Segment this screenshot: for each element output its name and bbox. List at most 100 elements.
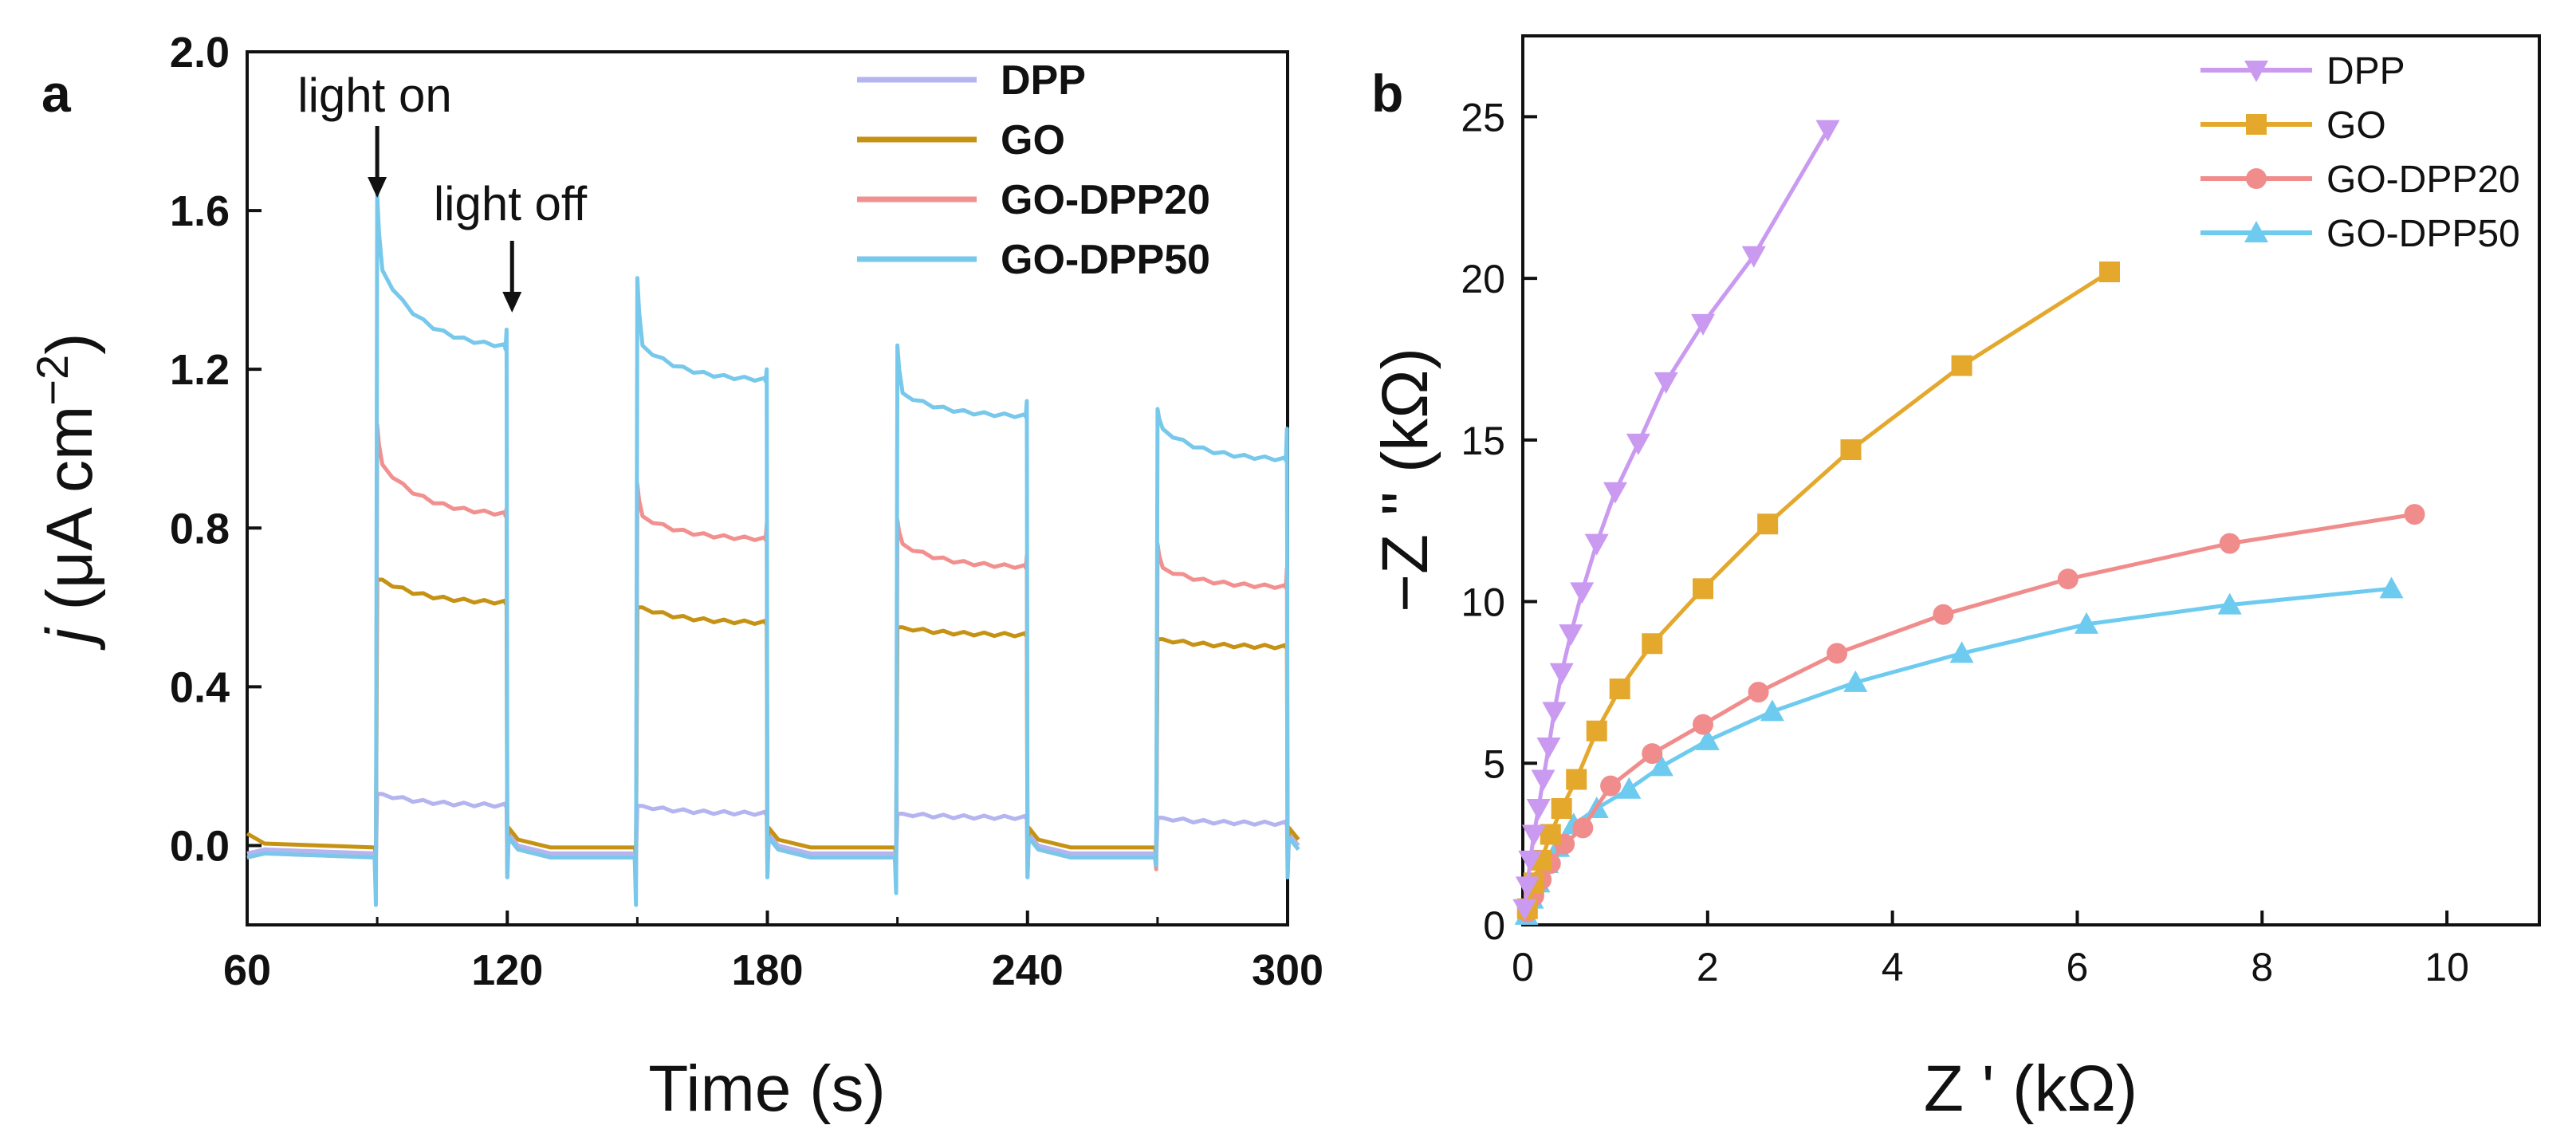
a-y-tick-label: 0.8 <box>170 505 230 553</box>
b-y-tick-label: 20 <box>1461 257 1505 301</box>
b-data-point-go-dpp20 <box>1933 604 1954 625</box>
b-data-point-go-dpp50 <box>2075 612 2099 634</box>
b-x-tick-label: 6 <box>2067 945 2089 989</box>
a-x-tick-label: 180 <box>731 946 803 994</box>
panel-b-y-axis-title: −Z '' (kΩ) <box>1369 348 1441 612</box>
panel-a-label: a <box>41 64 72 123</box>
b-x-tick-label: 2 <box>1697 945 1719 989</box>
panel-b-y-ticks: 0 5 10 15 20 25 <box>1461 95 1537 948</box>
b-y-tick-label: 10 <box>1461 580 1505 625</box>
b-series-go-dpp20 <box>1516 504 2425 922</box>
b-data-point-go <box>1951 355 1972 376</box>
a-series-line-go-dpp20 <box>246 423 1300 895</box>
panel-a-annotations: light on light off <box>297 69 588 313</box>
b-data-point-go <box>1757 513 1779 535</box>
b-legend-label-dpp: DPP <box>2326 50 2405 92</box>
b-data-point-dpp <box>1626 433 1650 455</box>
light-on-label: light on <box>297 69 451 122</box>
b-y-tick-label: 25 <box>1461 95 1505 140</box>
a-series-line-go-dpp50 <box>246 192 1300 907</box>
b-data-point-go <box>1566 769 1587 790</box>
b-data-point-dpp <box>1531 769 1555 792</box>
b-data-point-go-dpp50 <box>1649 754 1673 777</box>
b-data-point-go-dpp50 <box>1760 699 1784 722</box>
b-data-point-dpp <box>1559 624 1583 647</box>
b-data-point-go-dpp20 <box>2219 533 2240 554</box>
a-y-tick-label: 0.0 <box>170 822 230 870</box>
b-legend-marker-go <box>2246 114 2267 135</box>
b-data-point-dpp <box>1536 738 1561 759</box>
b-data-point-dpp <box>1521 824 1546 847</box>
b-data-point-go-dpp20 <box>1748 682 1769 703</box>
b-data-point-dpp <box>1654 372 1678 394</box>
panel-a-x-ticks: 60 120 180 240 300 <box>223 911 1323 994</box>
b-data-point-go <box>1642 633 1663 655</box>
panel-b: b 0 5 10 15 20 25 0 2 4 6 8 10 DPP GO GO-DPP20 GO-DPP… <box>1369 34 2541 1125</box>
b-data-point-dpp <box>1741 246 1766 268</box>
panel-a-x-axis-title: Time (s) <box>648 1052 886 1125</box>
light-on-arrow-icon <box>368 177 387 198</box>
panel-b-x-axis-title: Z ' (kΩ) <box>1924 1052 2137 1125</box>
b-data-point-dpp <box>1515 876 1540 899</box>
b-data-point-go-dpp20 <box>2057 568 2078 590</box>
b-data-point-go <box>1609 679 1630 700</box>
b-x-tick-label: 0 <box>1512 945 1534 989</box>
a-series-line-dpp <box>246 792 1300 875</box>
b-legend-label-go: GO <box>2326 104 2386 147</box>
b-y-tick-label: 0 <box>1483 903 1505 948</box>
panel-a-y-axis-title: j (μA cm−2) <box>27 333 106 651</box>
b-legend-marker-go-dpp20 <box>2246 168 2267 189</box>
panel-a-series <box>246 192 1300 907</box>
b-data-point-dpp <box>1815 120 1840 142</box>
b-data-point-go-dpp50 <box>1695 728 1720 750</box>
b-legend-label-go-dpp20: GO-DPP20 <box>2326 159 2520 201</box>
b-x-tick-label: 8 <box>2251 945 2273 989</box>
b-data-point-go-dpp50 <box>1617 777 1642 799</box>
b-y-tick-label: 15 <box>1461 419 1505 463</box>
b-data-point-go-dpp20 <box>1600 775 1622 797</box>
b-data-point-go <box>1551 798 1572 820</box>
b-data-point-dpp <box>1526 799 1551 821</box>
b-series-dpp <box>1512 120 1840 921</box>
light-off-arrow-icon <box>502 292 522 313</box>
b-data-point-go-dpp50 <box>1949 641 1974 663</box>
b-data-point-dpp <box>1603 482 1627 504</box>
b-data-point-go-dpp20 <box>2404 504 2425 525</box>
light-off-label: light off <box>434 177 588 230</box>
b-data-point-dpp <box>1691 313 1716 336</box>
panel-a-y-axis-symbol: j <box>33 626 106 651</box>
panel-b-label: b <box>1371 64 1403 123</box>
b-data-point-go-dpp50 <box>2379 576 2404 599</box>
a-y-tick-label: 2.0 <box>170 29 230 77</box>
b-data-point-go-dpp50 <box>1843 670 1868 692</box>
b-data-point-dpp <box>1570 582 1595 604</box>
b-data-point-dpp <box>1518 850 1543 872</box>
a-x-tick-label: 60 <box>223 946 271 994</box>
a-x-tick-label: 300 <box>1252 946 1323 994</box>
a-x-tick-label: 120 <box>471 946 543 994</box>
panel-b-series <box>1512 120 2425 925</box>
b-data-point-dpp <box>1542 702 1567 724</box>
panel-b-legend: DPP GO GO-DPP20 GO-DPP50 <box>2200 50 2520 255</box>
a-y-tick-label: 1.6 <box>170 187 230 235</box>
a-legend-label-go: GO <box>1001 117 1065 163</box>
panel-a-y-axis-exponent: −2 <box>27 355 77 406</box>
b-x-tick-label: 10 <box>2425 945 2469 989</box>
b-data-point-go <box>1840 439 1862 460</box>
panel-a: a 0.0 0.4 0.8 1.2 1.6 2.0 60 120 180 240 300 ligh… <box>27 29 1323 1125</box>
a-legend-label-dpp: DPP <box>1001 57 1086 104</box>
a-y-tick-label: 0.4 <box>170 663 230 711</box>
b-data-point-go-dpp50 <box>2217 592 2242 615</box>
a-x-tick-label: 240 <box>992 946 1064 994</box>
b-data-point-dpp <box>1549 663 1574 685</box>
b-data-point-dpp <box>1584 533 1609 556</box>
a-series-line-go <box>246 577 1300 870</box>
b-legend-label-go-dpp50: GO-DPP50 <box>2326 213 2520 255</box>
panel-b-frame <box>1521 34 2541 926</box>
panel-a-y-axis-unit: (μA cm <box>33 406 106 629</box>
b-data-point-go-dpp20 <box>1642 743 1663 765</box>
b-data-point-go-dpp20 <box>1693 714 1714 735</box>
b-x-tick-label: 4 <box>1882 945 1904 989</box>
a-y-tick-label: 1.2 <box>170 346 230 394</box>
